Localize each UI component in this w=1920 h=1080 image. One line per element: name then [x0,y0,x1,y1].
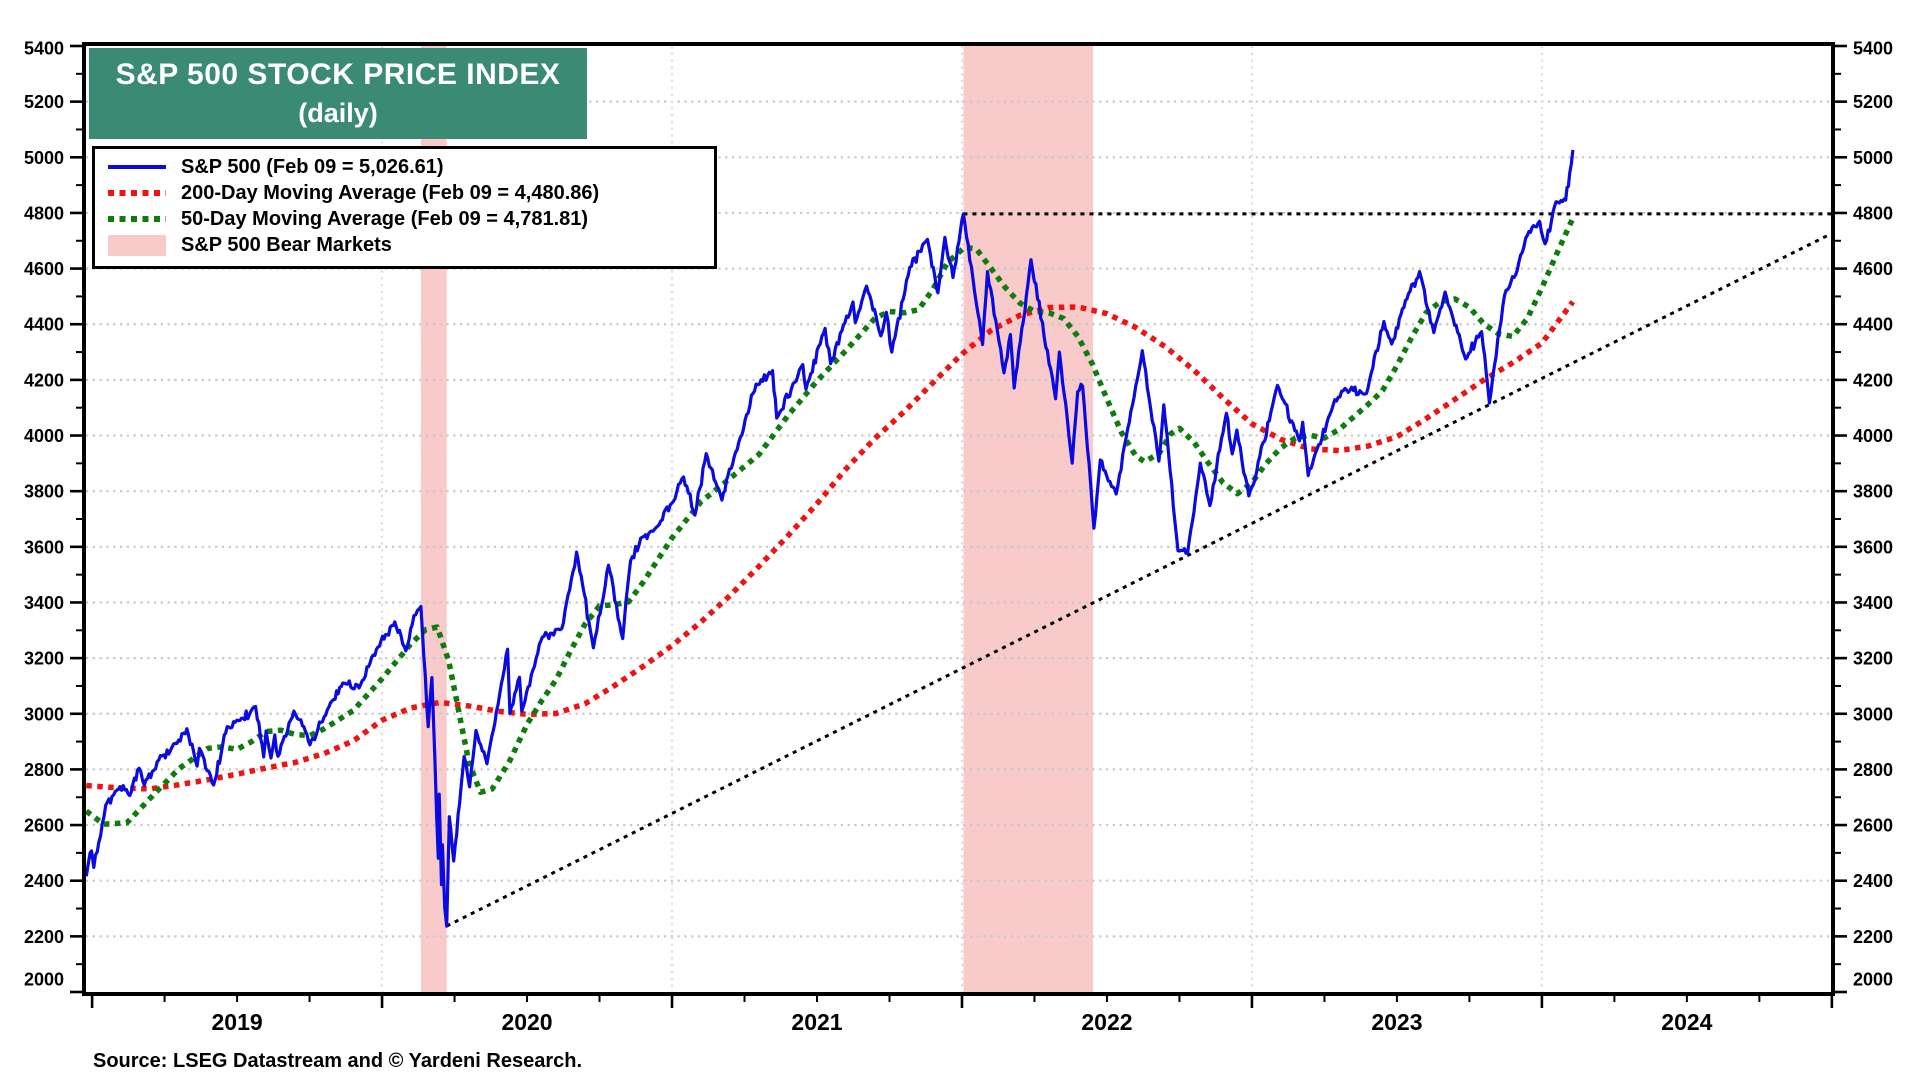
reference-lines [446,212,1832,928]
chart-title: S&P 500 STOCK PRICE INDEX [115,58,561,91]
chart-subtitle: (daily) [298,98,378,128]
y-axis-label-right: 2000 [1853,970,1893,990]
y-axis-label-right: 2800 [1853,760,1893,780]
legend-swatch-solid [107,165,167,169]
y-axis-label-left: 3200 [24,649,64,669]
series-50-day-moving-average [84,216,1576,827]
uptrend-line [446,232,1832,928]
x-axis-year-label: 2020 [501,1009,552,1035]
y-axis-label-right: 5000 [1853,148,1893,168]
dotted-swatch [108,190,166,196]
y-axis-label-right: 4200 [1853,370,1893,390]
y-axis-label-right: 4600 [1853,259,1893,279]
y-axis-label-left: 4000 [24,426,64,446]
axis-ticks [70,44,1847,1008]
y-axis-label-left: 5200 [24,92,64,112]
axis-labels: 2000 2000 2200 2200 2400 2400 2600 2600 2800 2800… [24,39,1893,1036]
series-s-p-500 [84,149,1575,928]
gridlines [86,46,1831,992]
y-axis-label-left: 4200 [24,370,64,390]
y-axis-label-left: 2800 [24,760,64,780]
legend-item: 200-Day Moving Average (Feb 09 = 4,480.8… [95,180,714,206]
series-lines [84,149,1576,928]
solid-swatch [108,165,166,169]
y-axis-label-left: 3800 [24,482,64,502]
x-axis-year-label: 2024 [1661,1009,1712,1035]
legend-item-label: S&P 500 (Feb 09 = 5,026.61) [181,155,444,178]
y-axis-label-right: 4800 [1853,203,1893,223]
y-axis-label-right: 5200 [1853,92,1893,112]
x-axis-year-label: 2021 [791,1009,842,1035]
legend-item-label: 200-Day Moving Average (Feb 09 = 4,480.8… [181,181,600,204]
x-axis-year-label: 2019 [211,1009,262,1035]
x-axis-year-label: 2022 [1081,1009,1132,1035]
y-axis-label-left: 4400 [24,315,64,335]
y-axis-label-right: 5400 [1853,39,1893,59]
y-axis-label-right: 3800 [1853,482,1893,502]
legend-item: S&P 500 Bear Markets [95,232,714,258]
series-200-day-moving-average [85,300,1576,792]
legend-item-label: S&P 500 Bear Markets [181,233,392,256]
legend-item: 50-Day Moving Average (Feb 09 = 4,781.81… [95,206,714,232]
y-axis-label-left: 3600 [24,537,64,557]
plot-border [82,42,1835,996]
y-axis-label-right: 3400 [1853,593,1893,613]
y-axis-label-left: 5400 [24,39,64,59]
y-axis-label-right: 4000 [1853,426,1893,446]
bear-market-2022 [963,46,1094,992]
y-axis-label-left: 2600 [24,816,64,836]
x-axis-year-label: 2023 [1371,1009,1422,1035]
y-axis-label-right: 3600 [1853,537,1893,557]
y-axis-label-right: 2200 [1853,927,1893,947]
y-axis-label-left: 4600 [24,259,64,279]
legend-item: S&P 500 (Feb 09 = 5,026.61) [95,154,714,180]
y-axis-label-right: 2400 [1853,871,1893,891]
y-axis-label-left: 2400 [24,871,64,891]
y-axis-label-left: 5000 [24,148,64,168]
y-axis-label-left: 4800 [24,203,64,223]
legend-swatch-band [107,234,167,256]
y-axis-label-right: 4400 [1853,315,1893,335]
y-axis-label-left: 3000 [24,704,64,724]
y-axis-label-left: 3400 [24,593,64,613]
y-axis-label-right: 3200 [1853,649,1893,669]
chart-title-box: S&P 500 STOCK PRICE INDEX (daily) [89,48,587,139]
dotted-swatch [108,216,166,222]
legend-item-label: 50-Day Moving Average (Feb 09 = 4,781.81… [181,207,589,230]
source-credit: Source: LSEG Datastream and © Yardeni Re… [93,1050,583,1072]
y-axis-label-left: 2200 [24,927,64,947]
y-axis-label-right: 2600 [1853,816,1893,836]
y-axis-label-left: 2000 [24,970,64,990]
legend: S&P 500 (Feb 09 = 5,026.61) 200-Day Movin… [92,146,717,269]
legend-swatch-dotted [107,216,167,222]
legend-swatch-dotted [107,190,167,196]
band-swatch [108,234,166,256]
y-axis-label-right: 3000 [1853,704,1893,724]
